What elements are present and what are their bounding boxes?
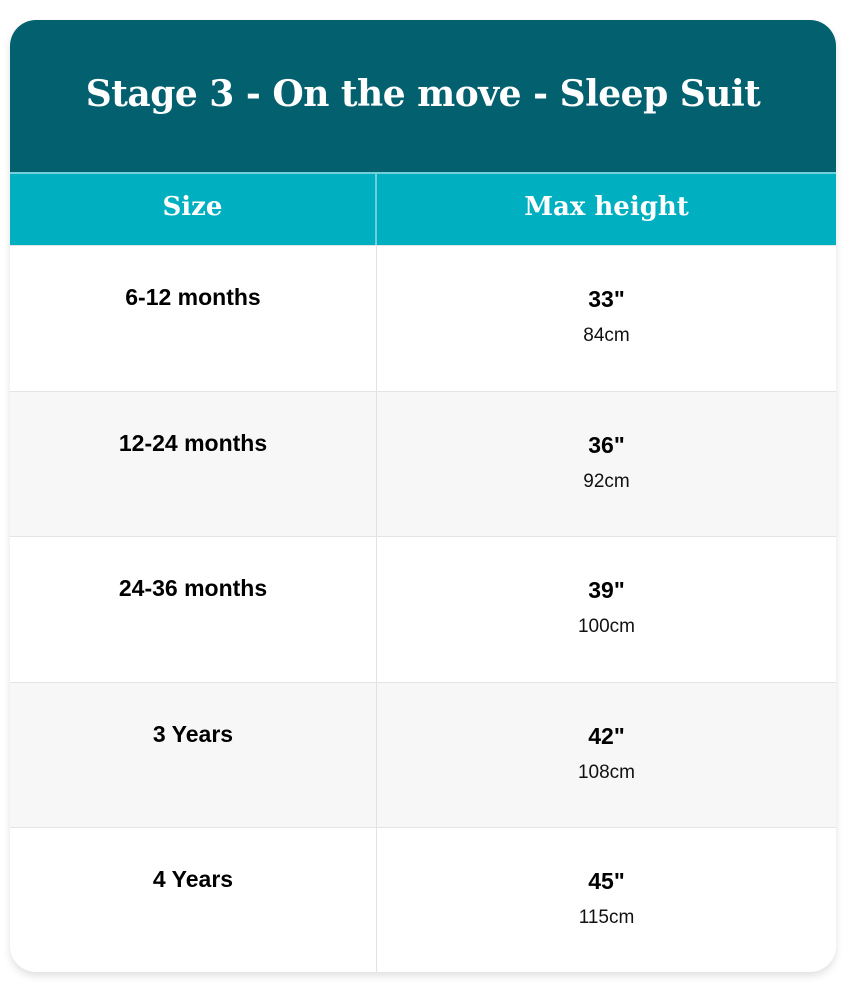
- table-row: 24-36 months 39" 100cm: [10, 536, 836, 682]
- table-row: 3 Years 42" 108cm: [10, 681, 836, 828]
- table-title: Stage 3 - On the move - Sleep Suit: [10, 20, 836, 172]
- height-cm: 84cm: [583, 325, 630, 346]
- height-inches: 42": [588, 722, 625, 749]
- height-cell: 45" 115cm: [377, 828, 836, 972]
- table-row: 4 Years 45" 115cm: [10, 827, 836, 972]
- column-header-max-height: Max height: [524, 191, 689, 222]
- height-inches: 36": [588, 431, 625, 458]
- size-cell: 6-12 months: [10, 246, 377, 391]
- height-inches: 45": [588, 868, 625, 895]
- height-cm: 92cm: [583, 470, 630, 492]
- height-cell: 42" 108cm: [377, 683, 836, 828]
- height-cell: 33" 84cm: [377, 246, 836, 391]
- table-row: 6-12 months 33" 84cm: [10, 245, 836, 391]
- size-cell: 3 Years: [10, 682, 377, 828]
- size-chart-card: Stage 3 - On the move - Sleep Suit Size …: [10, 20, 836, 972]
- size-cell: 24-36 months: [10, 537, 377, 682]
- height-inches: 33": [588, 286, 625, 312]
- size-cell: 12-24 months: [10, 391, 377, 537]
- height-inches: 39": [588, 577, 625, 604]
- table-header: Size Max height: [10, 172, 836, 245]
- height-cell: 36" 92cm: [377, 392, 836, 537]
- table-row: 12-24 months 36" 92cm: [10, 390, 836, 537]
- size-cell: 4 Years: [10, 828, 377, 972]
- height-cm: 100cm: [577, 616, 636, 638]
- height-cm: 115cm: [578, 907, 635, 929]
- height-cell: 39" 100cm: [377, 537, 836, 682]
- column-header-size: Size: [10, 174, 377, 245]
- table-body: 6-12 months 33" 84cm 12-24 months 36" 92cm…: [10, 245, 836, 972]
- height-cm: 108cm: [577, 761, 636, 783]
